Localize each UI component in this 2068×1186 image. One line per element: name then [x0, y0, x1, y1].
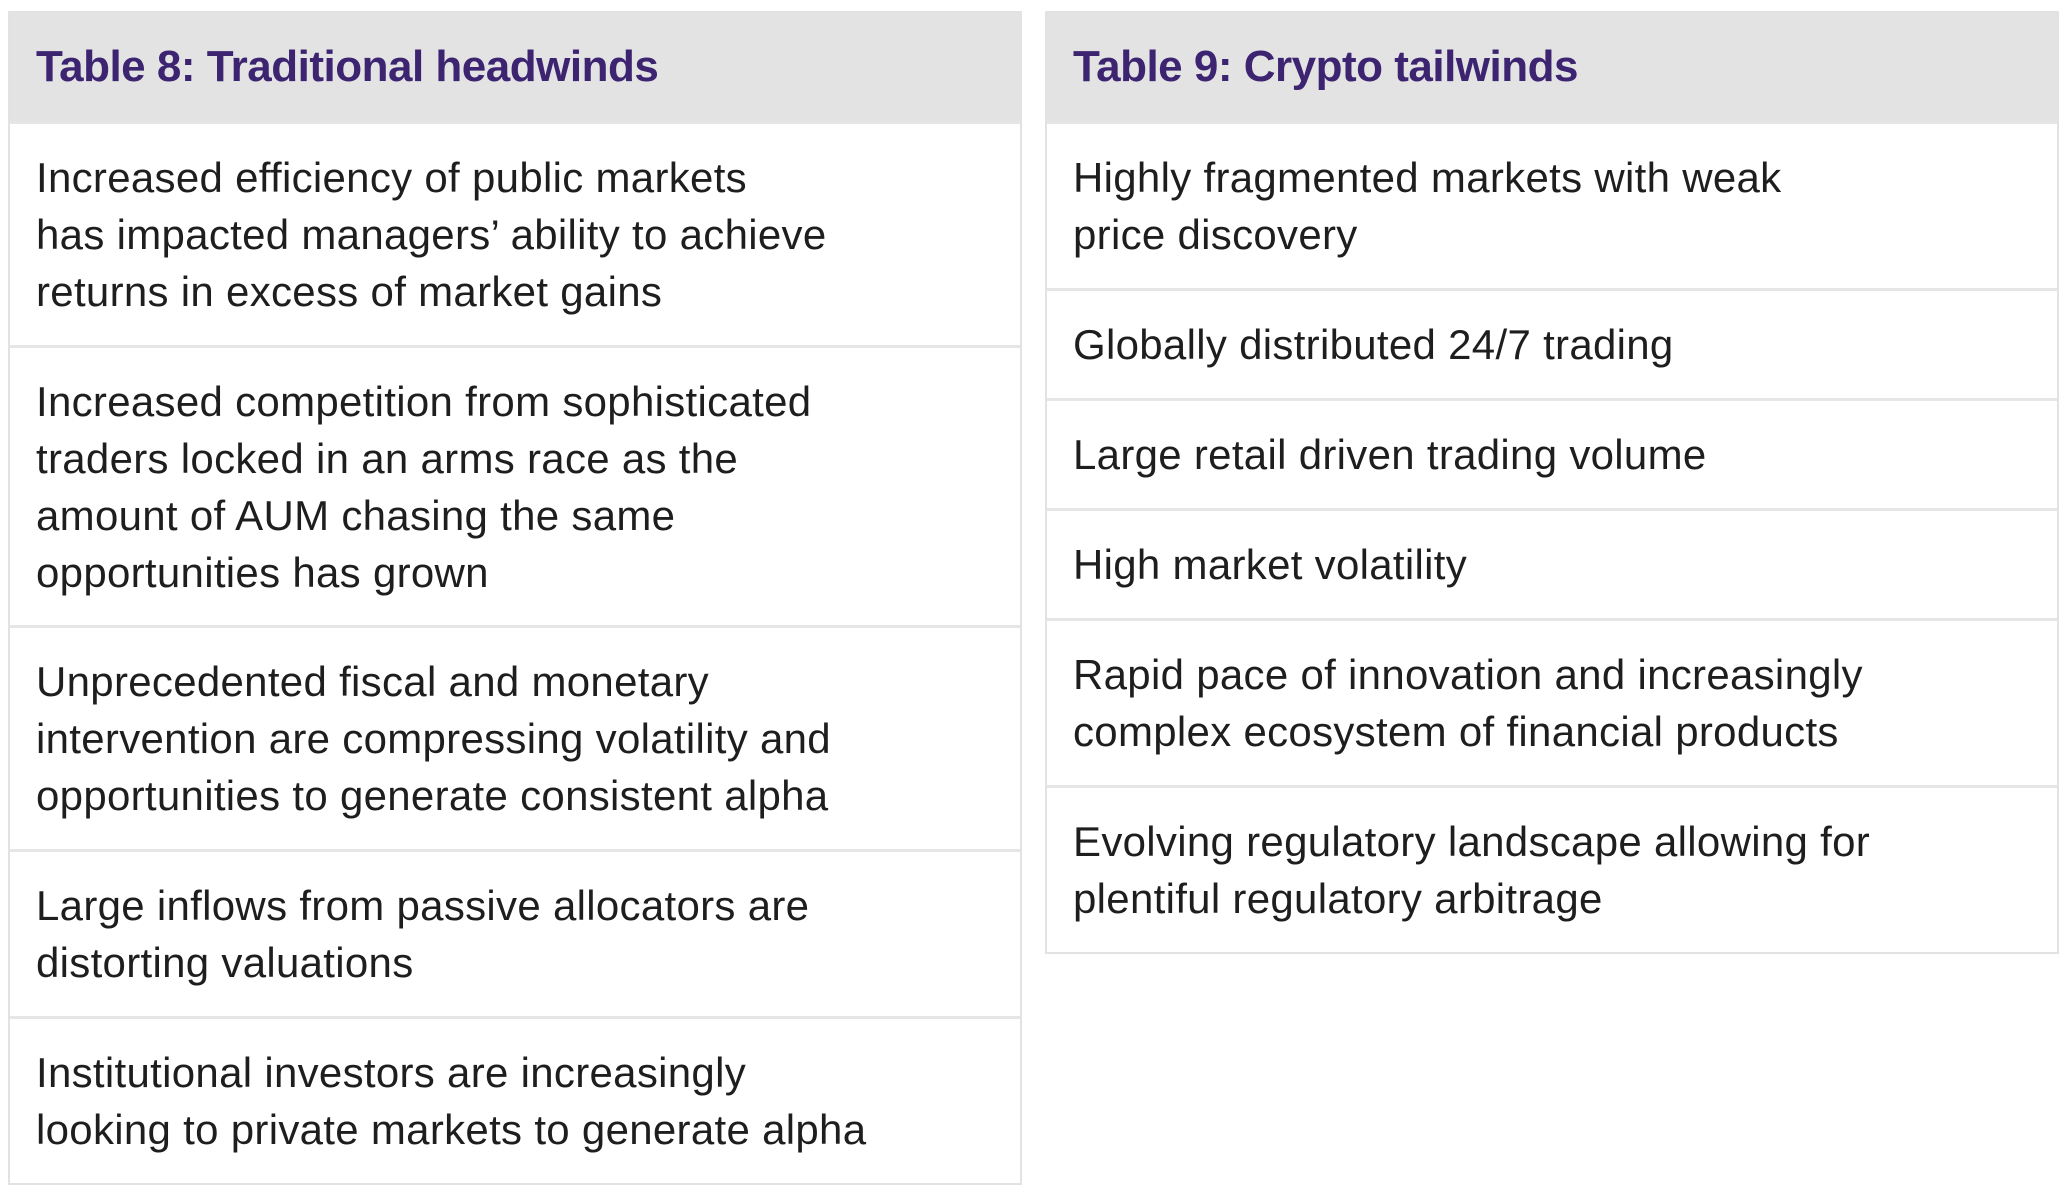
row-text: High market volatility: [1073, 541, 1468, 588]
row-text: Large retail driven trading volume: [1073, 431, 1707, 478]
table-row: Evolving regulatory landscape allowing f…: [1047, 785, 2057, 952]
table-row: Large retail driven trading volume: [1047, 398, 2057, 508]
table-traditional-headwinds: Table 8: Traditional headwinds Increased…: [8, 11, 1022, 1185]
table-row: High market volatility: [1047, 508, 2057, 618]
row-text: Rapid pace of innovation and increasingl…: [1073, 651, 1863, 755]
table-row: Increased competition from sophisticated…: [10, 345, 1020, 625]
row-text: Evolving regulatory landscape allowing f…: [1073, 818, 1871, 922]
table-row: Highly fragmented markets with weak pric…: [1047, 121, 2057, 288]
table-row: Unprecedented fiscal and monetary interv…: [10, 625, 1020, 849]
table-row: Increased efficiency of public markets h…: [10, 121, 1020, 345]
table-row: Rapid pace of innovation and increasingl…: [1047, 618, 2057, 785]
table-crypto-tailwinds: Table 9: Crypto tailwinds Highly fragmen…: [1045, 11, 2059, 954]
table-row: Globally distributed 24/7 trading: [1047, 288, 2057, 398]
row-text: Increased efficiency of public markets h…: [36, 154, 827, 315]
row-text: Highly fragmented markets with weak pric…: [1073, 154, 1782, 258]
table-title: Table 8: Traditional headwinds: [10, 13, 1020, 121]
table-row: Large inflows from passive allocators ar…: [10, 849, 1020, 1016]
table-row: Institutional investors are increasingly…: [10, 1016, 1020, 1183]
table-title: Table 9: Crypto tailwinds: [1047, 13, 2057, 121]
row-text: Globally distributed 24/7 trading: [1073, 321, 1674, 368]
row-text: Large inflows from passive allocators ar…: [36, 882, 810, 986]
row-text: Institutional investors are increasingly…: [36, 1049, 867, 1153]
row-text: Increased competition from sophisticated…: [36, 377, 812, 596]
row-text: Unprecedented fiscal and monetary interv…: [36, 658, 831, 819]
